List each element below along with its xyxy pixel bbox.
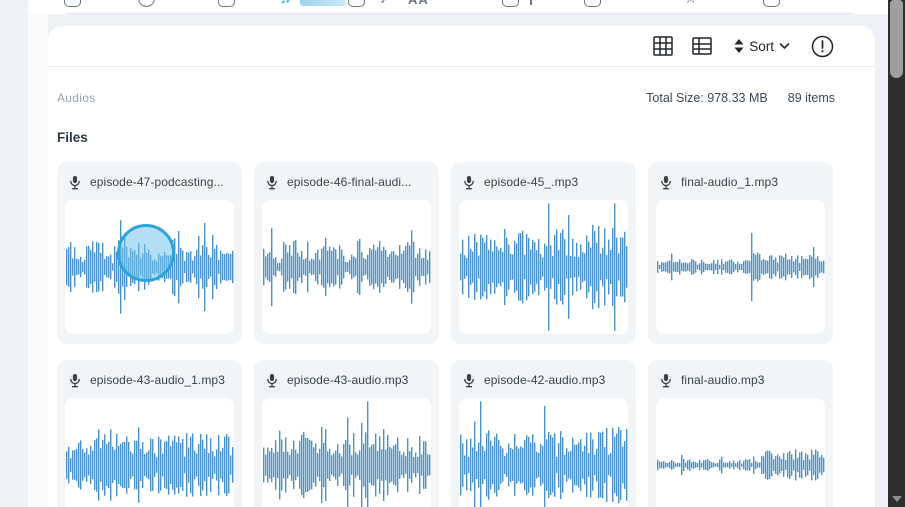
clock-icon[interactable] bbox=[138, 0, 155, 7]
waveform-graphic bbox=[66, 427, 234, 503]
summary-row: Audios Total Size: 978.33 MB 89 items bbox=[48, 67, 875, 105]
waveform-graphic bbox=[263, 227, 431, 307]
file-name: episode-43-audio_1.mp3 bbox=[90, 373, 225, 387]
image-icon[interactable] bbox=[218, 0, 235, 7]
file-name: episode-43-audio.mp3 bbox=[287, 373, 409, 387]
file-name: final-audio.mp3 bbox=[681, 373, 765, 387]
audio-file-card[interactable]: final-audio.mp3 bbox=[648, 360, 833, 507]
waveform-graphic bbox=[460, 203, 628, 331]
file-card-header: episode-43-audio_1.mp3 bbox=[65, 369, 234, 391]
info-button[interactable] bbox=[811, 35, 834, 58]
star-icon[interactable]: ☆ bbox=[684, 0, 697, 6]
waveform-preview bbox=[65, 398, 234, 507]
left-gutter bbox=[28, 0, 48, 507]
chevron-down-icon bbox=[779, 43, 790, 50]
sort-arrows-icon bbox=[734, 39, 744, 53]
photo-icon[interactable] bbox=[502, 0, 519, 7]
file-name: episode-46-final-audi... bbox=[287, 175, 412, 189]
waveform-graphic bbox=[263, 401, 431, 507]
waveform-preview bbox=[262, 398, 431, 507]
waveform-preview bbox=[262, 200, 431, 334]
audio-file-card[interactable]: episode-46-final-audi... bbox=[254, 162, 439, 344]
video-icon[interactable] bbox=[348, 0, 365, 7]
top-bar-divider bbox=[66, 13, 853, 14]
file-card-header: episode-42-audio.mp3 bbox=[459, 369, 628, 391]
audio-category-label[interactable] bbox=[300, 0, 346, 6]
trash-icon[interactable] bbox=[763, 0, 780, 7]
audio-file-card[interactable]: episode-47-podcasting... bbox=[57, 162, 242, 344]
view-toolbar: Sort bbox=[48, 26, 875, 67]
file-card-header: episode-45_.mp3 bbox=[459, 171, 628, 193]
audio-file-card[interactable]: episode-45_.mp3 bbox=[451, 162, 636, 344]
waveform-preview bbox=[656, 200, 825, 334]
sort-dropdown[interactable]: Sort bbox=[734, 39, 790, 54]
microphone-icon bbox=[661, 373, 671, 387]
sort-label: Sort bbox=[749, 38, 774, 54]
microphone-icon bbox=[70, 373, 80, 387]
items-count-text: 89 items bbox=[787, 91, 835, 105]
microphone-icon bbox=[464, 373, 474, 387]
waveform-preview bbox=[656, 398, 825, 507]
audio-category-icon[interactable]: ♫ bbox=[280, 0, 291, 6]
file-card-header: episode-47-podcasting... bbox=[65, 171, 234, 193]
info-icon bbox=[811, 35, 834, 57]
microphone-icon bbox=[464, 175, 474, 189]
microphone-icon bbox=[661, 175, 671, 189]
total-size-text: Total Size: 978.33 MB bbox=[646, 91, 768, 105]
file-card-header: final-audio.mp3 bbox=[656, 369, 825, 391]
touch-indicator bbox=[117, 224, 175, 282]
document-icon[interactable] bbox=[584, 0, 601, 7]
microphone-icon bbox=[267, 373, 277, 387]
list-view-button[interactable] bbox=[691, 35, 713, 57]
audio-file-card[interactable]: episode-43-audio_1.mp3 bbox=[57, 360, 242, 507]
divider-mark bbox=[530, 0, 532, 5]
category-label: Audios bbox=[57, 91, 96, 105]
waveform-graphic bbox=[460, 401, 628, 507]
audio-file-card[interactable]: episode-43-audio.mp3 bbox=[254, 360, 439, 507]
audio-file-card[interactable]: final-audio_1.mp3 bbox=[648, 162, 833, 344]
file-name: final-audio_1.mp3 bbox=[681, 175, 779, 189]
audio-file-card[interactable]: episode-42-audio.mp3 bbox=[451, 360, 636, 507]
content-panel: Sort Audios Total Size: 978.33 MB 89 ite… bbox=[48, 26, 875, 507]
file-card-header: final-audio_1.mp3 bbox=[656, 171, 825, 193]
scrollbar-track[interactable] bbox=[888, 0, 905, 507]
scrollbar-thumb[interactable] bbox=[890, 0, 903, 78]
waveform-graphic bbox=[657, 232, 825, 302]
file-card-header: episode-46-final-audi... bbox=[262, 171, 431, 193]
grid-view-icon bbox=[653, 36, 673, 56]
waveform-preview bbox=[459, 200, 628, 334]
text-format-icon[interactable]: AA bbox=[408, 0, 429, 7]
waveform-preview bbox=[459, 398, 628, 507]
music-note-icon[interactable]: ♪ bbox=[380, 0, 388, 6]
list-view-icon bbox=[692, 37, 712, 55]
file-name: episode-45_.mp3 bbox=[484, 175, 579, 189]
microphone-icon bbox=[267, 175, 277, 189]
files-grid: episode-47-podcasting... episode-46-fina… bbox=[48, 145, 875, 507]
folder-icon[interactable] bbox=[64, 0, 81, 7]
microphone-icon bbox=[70, 175, 80, 189]
file-name: episode-42-audio.mp3 bbox=[484, 373, 606, 387]
waveform-graphic bbox=[657, 449, 825, 481]
grid-view-button[interactable] bbox=[652, 35, 674, 57]
file-card-header: episode-43-audio.mp3 bbox=[262, 369, 431, 391]
files-heading: Files bbox=[57, 130, 88, 145]
waveform-preview bbox=[65, 200, 234, 334]
file-name: episode-47-podcasting... bbox=[90, 175, 224, 189]
scrollbar-down-arrow[interactable] bbox=[891, 496, 902, 502]
top-category-bar: ♫ ♪ AA ☆ bbox=[28, 0, 888, 14]
